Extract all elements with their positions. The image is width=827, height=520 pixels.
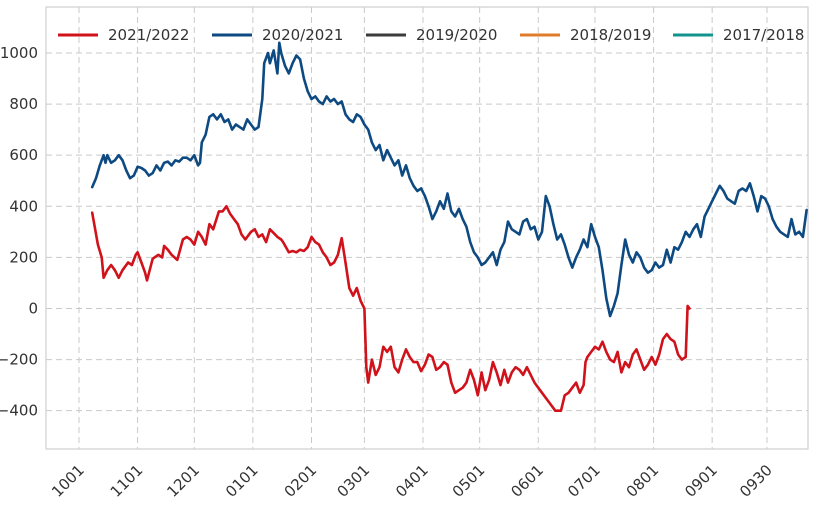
legend-item: 2019/2020 [366,26,497,44]
x-axis: 1001 1101 1201 0101 0201 0301 0401 0501 0601 0701… [48,461,776,501]
x-tick-label: 0901 [681,461,721,501]
y-tick-label: 0 [28,299,38,317]
x-tick-label: 0101 [222,461,262,501]
y-tick-label: 400 [9,197,38,215]
y-tick-label: 200 [9,248,38,266]
legend-label: 2019/2020 [416,26,497,44]
legend-item: 2018/2019 [520,26,651,44]
series-lines [90,41,808,412]
y-axis: −400 −200 0 200 400 600 800 1000 [0,44,38,420]
series-line-2020-2021 [90,41,808,318]
legend-item: 2021/2022 [58,26,189,44]
y-tick-label: 600 [9,146,38,164]
legend-label: 2018/2019 [570,26,651,44]
x-tick-label: 0930 [736,461,776,501]
x-tick-label: 0301 [333,461,373,501]
y-tick-label: 800 [9,95,38,113]
x-tick-label: 0501 [449,461,489,501]
legend-label: 2021/2022 [108,26,189,44]
grid-lines [46,7,808,449]
x-tick-label: 0401 [392,461,432,501]
y-tick-label: −200 [0,351,38,369]
x-tick-label: 0201 [281,461,321,501]
y-tick-label: −400 [0,402,38,420]
plot-frame [45,6,809,450]
x-tick-label: 1201 [163,461,203,501]
legend-label: 2017/2018 [723,26,804,44]
x-tick-label: 0801 [623,461,663,501]
legend-label: 2020/2021 [262,26,343,44]
legend-item: 2017/2018 [673,26,804,44]
x-tick-label: 1001 [48,461,88,501]
legend: 2021/2022 2020/2021 2019/2020 2018/2019 2017… [58,26,804,44]
legend-item: 2020/2021 [212,26,343,44]
x-tick-label: 0701 [564,461,604,501]
series-line-2021-2022 [90,205,691,412]
y-tick-label: 1000 [0,44,38,62]
x-tick-label: 0601 [507,461,547,501]
x-tick-label: 1101 [107,461,147,501]
